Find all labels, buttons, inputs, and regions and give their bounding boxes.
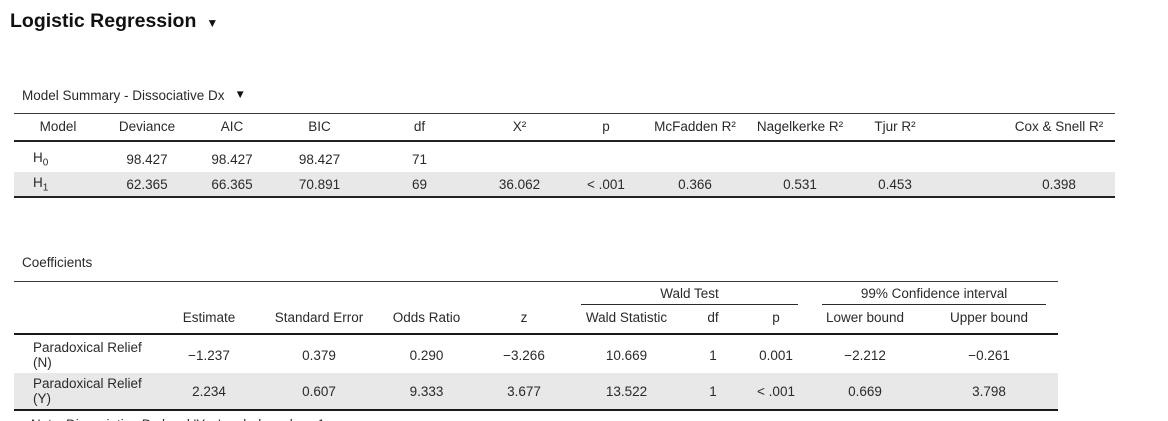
column-header-p: p: [742, 305, 811, 336]
cell-p: < .001: [742, 373, 811, 412]
note-prefix: Note.: [30, 417, 62, 421]
column-header-nagelkerke-r2: Nagelkerke R²: [745, 113, 855, 142]
coefficients-group-header-row: Wald Test 99% Confidence interval: [14, 281, 1059, 306]
cell-bic: 70.891: [272, 171, 367, 199]
cell-df: 71: [411, 151, 428, 167]
collapse-triangle-icon[interactable]: ▼: [234, 89, 246, 102]
cell-chi-squared: [472, 141, 567, 172]
cell-predictor-label: Paradoxical Relief (N): [33, 340, 142, 371]
model-summary-section: Model Summary - Dissociative Dx ▼ Model …: [14, 88, 1168, 199]
coefficients-header-row: Estimate Standard Error Odds Ratio z Wal…: [14, 305, 1059, 336]
cell-mcfadden-r2: 0.366: [645, 171, 745, 199]
analysis-title-label: Logistic Regression: [10, 10, 197, 32]
cell-df: 1: [709, 347, 717, 363]
cell-standard-error: 0.607: [264, 373, 374, 412]
model-summary-header-row: Model Deviance AIC BIC df X² p McFadden …: [14, 113, 1115, 142]
cell-odds-ratio: 9.333: [374, 373, 479, 412]
coefficients-section: Coefficients Wald Test 99% Confidence in…: [14, 255, 1168, 421]
table-row-h1: H1 62.365 66.365 70.891 69 36.062 < .001…: [14, 171, 1115, 199]
cell-model-h1: H1: [14, 171, 102, 199]
column-header-standard-error: Standard Error: [264, 305, 374, 336]
column-header-aic: AIC: [192, 113, 272, 142]
group-header-confidence-interval: 99% Confidence interval: [810, 281, 1059, 306]
cell-odds-ratio: 0.290: [409, 347, 444, 363]
column-header-lower-bound: Lower bound: [810, 305, 921, 336]
cell-standard-error: 0.379: [302, 347, 336, 363]
model-summary-heading-label: Model Summary - Dissociative Dx: [22, 88, 225, 103]
cell-aic: 66.365: [192, 171, 272, 199]
cell-df: 69: [367, 171, 472, 199]
column-header-df: df: [367, 113, 472, 142]
analysis-title[interactable]: Logistic Regression ▼: [0, 0, 1168, 33]
cell-p: < .001: [567, 171, 645, 199]
column-header-mcfadden-r2: McFadden R²: [645, 113, 745, 142]
group-header-wald-test: Wald Test: [569, 281, 811, 306]
cell-lower-bound: −2.212: [844, 347, 886, 363]
column-header-cox-snell-r2: Cox & Snell R²: [935, 113, 1115, 142]
coefficients-heading[interactable]: Coefficients: [22, 255, 1168, 270]
cell-deviance: 62.365: [102, 171, 192, 199]
column-header-p: p: [567, 113, 645, 142]
column-header-deviance: Deviance: [102, 113, 192, 142]
cell-chi-squared: 36.062: [472, 171, 567, 199]
coefficients-heading-label: Coefficients: [22, 255, 93, 271]
column-header-wald-statistic: Wald Statistic: [569, 305, 684, 336]
cell-deviance: 98.427: [126, 151, 168, 167]
table-row-paradoxical-relief-n: Paradoxical Relief (N) −1.237 0.379 0.29…: [14, 334, 1058, 373]
column-header-estimate: Estimate: [154, 305, 264, 336]
table-row-paradoxical-relief-y: Paradoxical Relief (Y) 2.234 0.607 9.333…: [14, 373, 1059, 412]
cell-z: 3.677: [479, 373, 569, 412]
cell-wald-statistic: 13.522: [569, 373, 684, 412]
column-header-model: Model: [14, 113, 102, 142]
cell-tjur-r2: [855, 141, 935, 172]
cell-df: 1: [684, 373, 742, 412]
cell-estimate: −1.237: [188, 347, 230, 363]
cell-tjur-r2: 0.453: [855, 171, 935, 199]
cell-predictor-label: Paradoxical Relief (Y): [14, 373, 154, 412]
note-text: Dissociative Dx level 'Yes' coded as cla…: [62, 417, 329, 421]
cell-model-h0: H0: [33, 150, 49, 169]
cell-estimate: 2.234: [154, 373, 264, 412]
coefficients-table: Wald Test 99% Confidence interval Estima…: [14, 281, 1059, 412]
model-summary-table: Model Deviance AIC BIC df X² p McFadden …: [14, 113, 1115, 199]
column-header-z: z: [479, 305, 569, 336]
cell-bic: 98.427: [298, 151, 341, 167]
cell-p: [567, 141, 645, 172]
cell-cox-snell-r2: 0.398: [935, 171, 1115, 199]
cell-mcfadden-r2: [645, 141, 745, 172]
cell-aic: 98.427: [211, 151, 253, 167]
collapse-triangle-icon[interactable]: ▼: [206, 16, 219, 30]
table-row-h0: H0 98.427 98.427 98.427 71: [14, 141, 1115, 172]
cell-z: −3.266: [503, 347, 545, 363]
cell-wald-statistic: 10.669: [605, 347, 648, 363]
column-header-chi-squared: X²: [472, 113, 567, 142]
column-header-odds-ratio: Odds Ratio: [374, 305, 479, 336]
column-header-blank: [14, 305, 154, 336]
column-header-upper-bound: Upper bound: [920, 305, 1059, 336]
column-header-tjur-r2: Tjur R²: [855, 113, 935, 142]
cell-nagelkerke-r2: [745, 141, 855, 172]
model-summary-heading[interactable]: Model Summary - Dissociative Dx ▼: [22, 88, 1168, 103]
cell-p: 0.001: [759, 347, 793, 363]
cell-upper-bound: 3.798: [920, 373, 1059, 412]
cell-nagelkerke-r2: 0.531: [745, 171, 855, 199]
cell-upper-bound: −0.261: [968, 347, 1010, 363]
cell-lower-bound: 0.669: [810, 373, 921, 412]
column-header-df: df: [684, 305, 742, 336]
column-header-bic: BIC: [272, 113, 367, 142]
group-header-spacer: [14, 281, 569, 306]
table-note: Note. Dissociative Dx level 'Yes' coded …: [30, 417, 1168, 421]
cell-cox-snell-r2: [935, 141, 1115, 172]
